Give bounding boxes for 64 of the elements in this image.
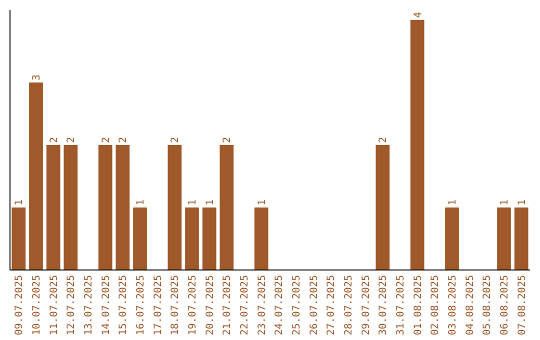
x-tick-label: 14.07.2025 (100, 275, 112, 336)
x-tick-label: 21.07.2025 (222, 275, 234, 336)
data-label: 1 (188, 199, 198, 206)
x-tick-label: 05.08.2025 (482, 275, 494, 336)
data-label: 1 (204, 199, 216, 206)
x-tick-label: 13.07.2025 (84, 275, 94, 336)
bar (29, 82, 43, 270)
x-tick-label: 28.07.2025 (344, 275, 354, 336)
data-label: 2 (48, 136, 60, 143)
x-tick-label: 17.07.2025 (152, 275, 164, 336)
x-tick-label: 23.07.2025 (256, 275, 268, 336)
x-tick-label: 10.07.2025 (32, 275, 42, 336)
x-tick-label: 09.07.2025 (14, 275, 26, 336)
x-tick-label: 22.07.2025 (240, 275, 250, 336)
bar (64, 145, 78, 270)
x-tick-label: 30.07.2025 (378, 275, 390, 336)
bar (445, 208, 459, 270)
x-tick-label: 02.08.2025 (430, 275, 442, 336)
x-tick-label: 03.08.2025 (448, 275, 458, 336)
x-tick-label: 27.07.2025 (326, 275, 338, 336)
data-label: 1 (500, 199, 510, 206)
x-tick-label: 26.07.2025 (308, 275, 320, 336)
x-tick-label: 04.08.2025 (464, 275, 476, 336)
bar (254, 208, 268, 270)
x-tick-label: 07.08.2025 (516, 275, 528, 336)
x-tick-label: 18.07.2025 (170, 275, 182, 336)
x-tick-label: 31.07.2025 (396, 275, 406, 336)
data-label: 1 (448, 199, 458, 206)
data-label: 3 (32, 74, 42, 80)
x-tick-label: 06.08.2025 (500, 275, 510, 336)
data-label: 2 (378, 136, 390, 143)
data-label: 1 (256, 199, 268, 206)
bar (220, 145, 234, 270)
data-label: 2 (66, 136, 78, 143)
bar (185, 208, 199, 270)
data-label: 2 (100, 136, 112, 143)
bar (46, 145, 60, 270)
x-tick-label: 25.07.2025 (292, 275, 302, 336)
data-label: 1 (136, 199, 146, 206)
bar (497, 208, 511, 270)
x-tick-label: 15.07.2025 (118, 275, 130, 336)
bar (376, 145, 390, 270)
bar (133, 208, 147, 270)
bar (98, 145, 112, 270)
data-label: 1 (14, 199, 26, 206)
bar (12, 208, 26, 270)
x-tick-label: 20.07.2025 (204, 275, 216, 336)
data-label: 4 (412, 12, 424, 18)
bar (116, 145, 130, 270)
bar (410, 20, 424, 270)
bar (514, 208, 528, 270)
x-tick-label: 12.07.2025 (66, 275, 78, 336)
x-tick-label: 11.07.2025 (48, 275, 60, 336)
data-label: 2 (222, 136, 234, 143)
x-tick-label: 16.07.2025 (136, 275, 146, 336)
bar (202, 208, 216, 270)
x-tick-label: 29.07.2025 (360, 275, 372, 336)
x-tick-label: 01.08.2025 (412, 275, 424, 336)
data-label: 2 (118, 136, 130, 143)
bar (168, 145, 182, 270)
data-label: 2 (170, 136, 182, 143)
data-label: 1 (516, 199, 528, 206)
x-tick-label: 24.07.2025 (274, 275, 286, 336)
x-tick-label: 19.07.2025 (188, 275, 198, 336)
